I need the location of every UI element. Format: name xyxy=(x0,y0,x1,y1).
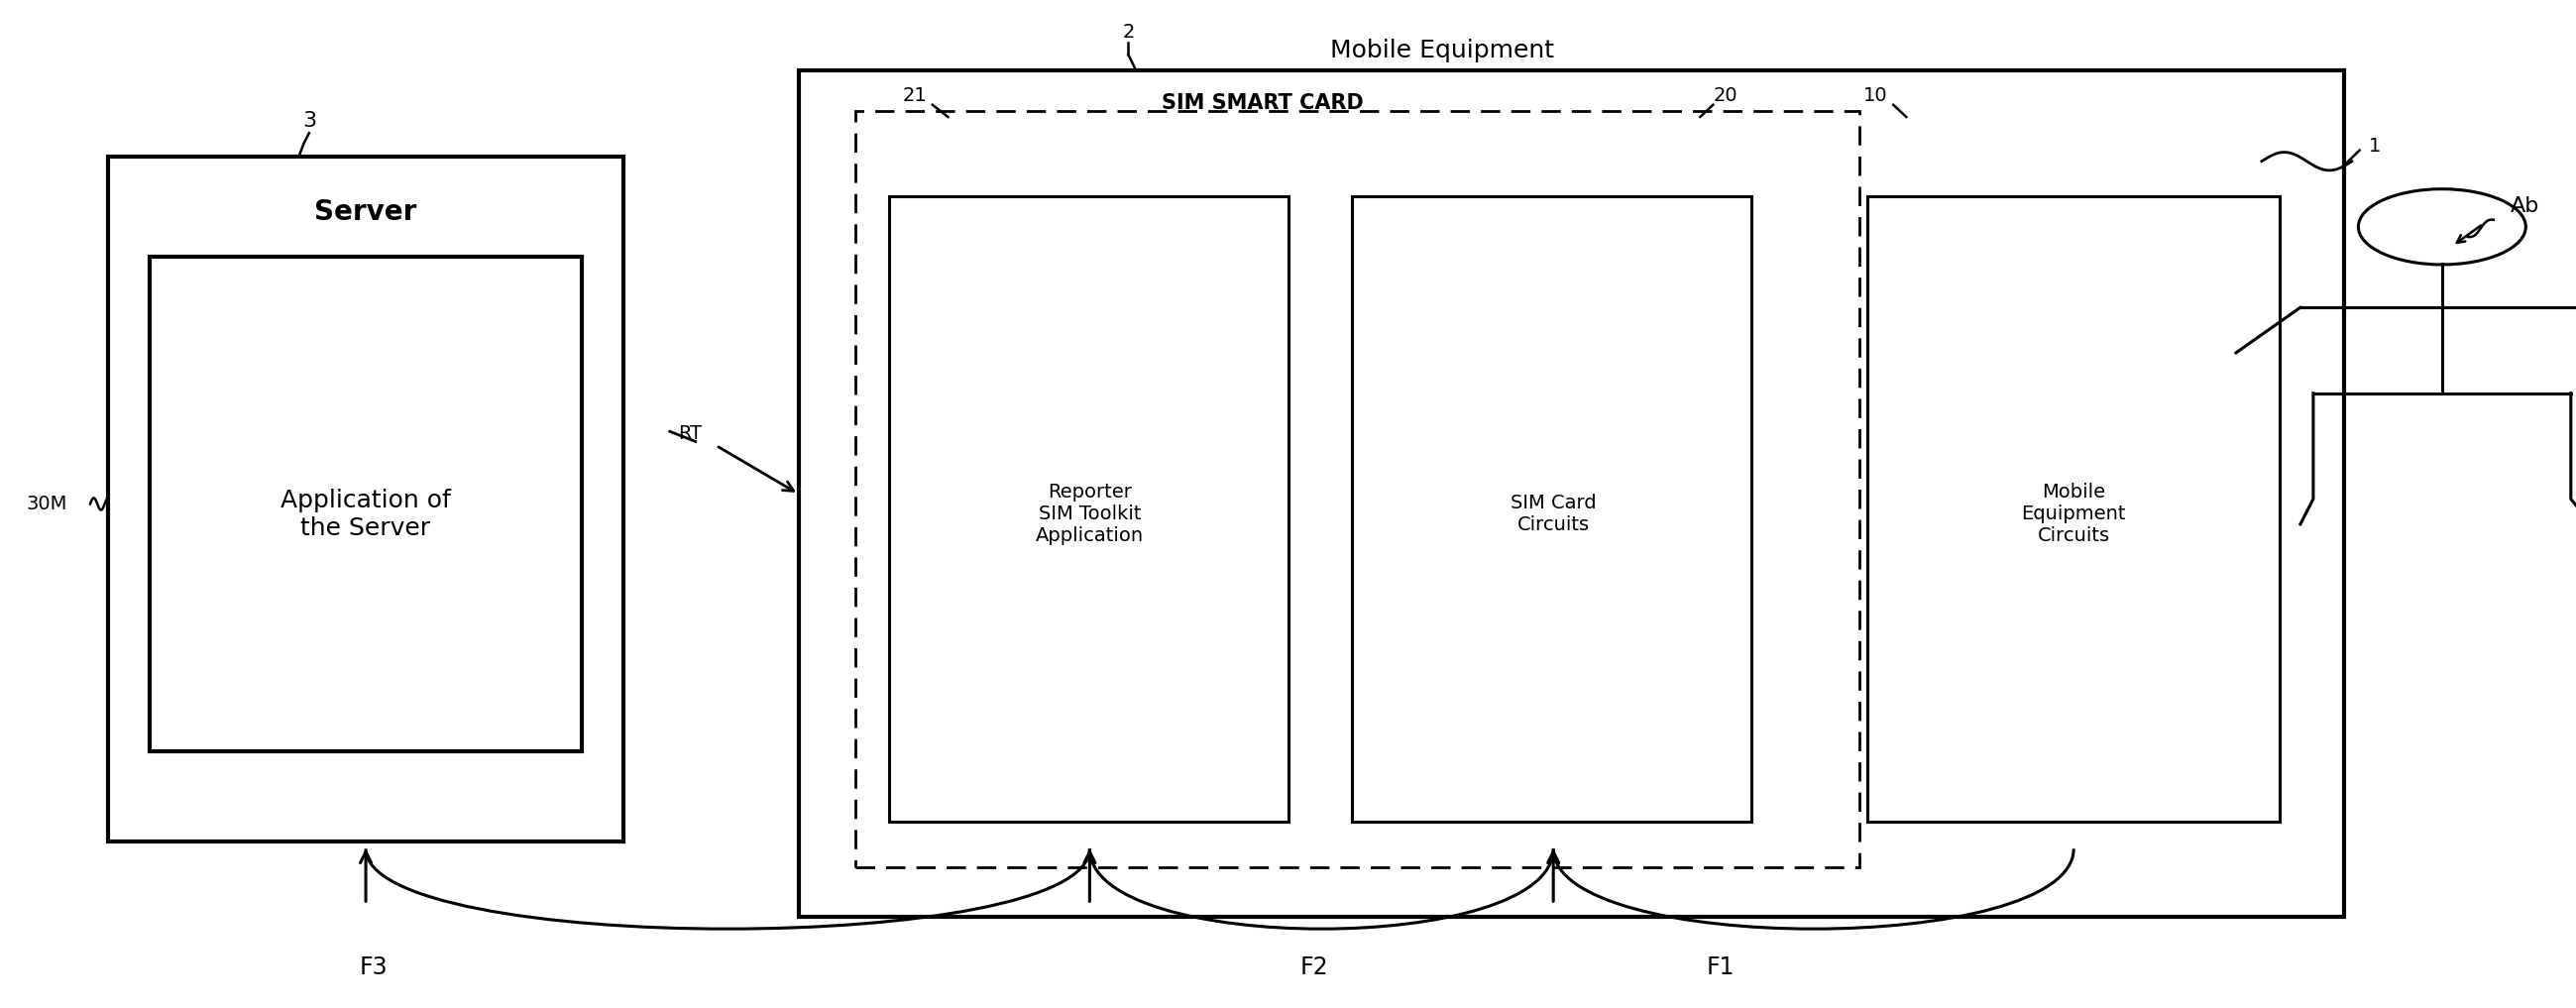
Bar xyxy=(1352,197,1752,822)
Text: Mobile
Equipment
Circuits: Mobile Equipment Circuits xyxy=(2022,483,2125,545)
Text: 21: 21 xyxy=(902,87,927,105)
Text: SIM SMART CARD: SIM SMART CARD xyxy=(1162,93,1363,113)
Text: Ab: Ab xyxy=(2509,197,2540,217)
Text: 3: 3 xyxy=(301,111,317,131)
Bar xyxy=(799,71,2344,917)
Text: F3: F3 xyxy=(358,956,389,980)
Text: F2: F2 xyxy=(1298,956,1329,980)
Bar xyxy=(889,197,1288,822)
Text: 20: 20 xyxy=(1713,87,1739,105)
Bar xyxy=(108,156,623,842)
Text: RT: RT xyxy=(677,424,703,443)
Bar xyxy=(855,111,1860,867)
Text: 30M: 30M xyxy=(26,495,67,513)
Text: 10: 10 xyxy=(1862,87,1888,105)
Text: Server: Server xyxy=(314,198,417,226)
Text: F1: F1 xyxy=(1708,956,1734,980)
Bar xyxy=(1868,197,2280,822)
Text: Application of
the Server: Application of the Server xyxy=(281,489,451,539)
Ellipse shape xyxy=(2360,190,2524,265)
Text: 1: 1 xyxy=(2370,137,2380,155)
Text: Mobile Equipment: Mobile Equipment xyxy=(1332,38,1553,62)
Text: SIM Card
Circuits: SIM Card Circuits xyxy=(1510,494,1597,534)
Text: 2: 2 xyxy=(1123,23,1133,41)
Bar xyxy=(149,257,582,751)
Text: Reporter
SIM Toolkit
Application: Reporter SIM Toolkit Application xyxy=(1036,483,1144,545)
